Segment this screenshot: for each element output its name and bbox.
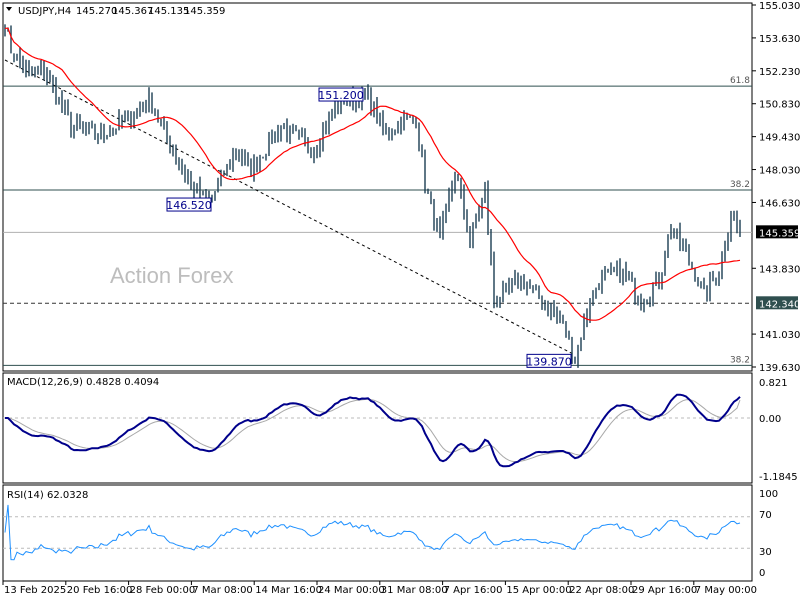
support-price-tag <box>756 296 798 310</box>
symbol-label: USDJPY,H4 <box>18 6 71 17</box>
price-tick-label: 146.630 <box>759 198 800 209</box>
price-tick-label: 155.030 <box>759 1 800 12</box>
price-tick-label: 152.230 <box>759 67 800 78</box>
price-tick-label: 139.630 <box>759 363 800 374</box>
ohlc-open: 145.270 <box>76 6 117 17</box>
price-annotation-box <box>318 87 364 102</box>
rsi-title: RSI(14) 62.0328 <box>7 490 88 501</box>
time-tick-label: 31 Mar 08:00 <box>381 585 448 596</box>
time-tick-label: 13 Feb 2025 <box>4 585 66 596</box>
ohlc-low: 145.135 <box>148 6 189 17</box>
macd-tick-label: -1.1845 <box>759 472 798 483</box>
price-tick-label: 141.030 <box>759 330 800 341</box>
time-tick-label: 14 Mar 16:00 <box>255 585 322 596</box>
time-tick-label: 7 Mar 08:00 <box>192 585 252 596</box>
price-layer: 61.8 38.2 38.2 151.200 146.520 139.870 <box>3 24 752 368</box>
ohlc-close: 145.359 <box>184 6 225 17</box>
macd-panel <box>2 372 753 484</box>
price-tick-label: 143.830 <box>759 264 800 275</box>
price-tick-label: 149.430 <box>759 133 800 144</box>
price-annotation-box <box>166 197 212 212</box>
fib-label: 61.8 <box>730 76 750 86</box>
price-annotation-label: 151.200 <box>318 89 364 102</box>
time-tick-label: 7 Apr 16:00 <box>444 585 503 596</box>
fib-label: 38.2 <box>730 355 750 365</box>
rsi-tick-label: 30 <box>759 547 772 558</box>
rsi-line <box>4 504 741 561</box>
dropdown-triangle-icon[interactable] <box>6 7 12 11</box>
time-tick-label: 28 Feb 00:00 <box>130 585 196 596</box>
macd-title: MACD(12,26,9) 0.4828 0.4094 <box>7 377 159 388</box>
moving-average-line <box>4 27 741 321</box>
price-tick-label: 150.830 <box>759 100 800 111</box>
time-tick-label: 22 Apr 08:00 <box>569 585 634 596</box>
price-tick-label: 148.030 <box>759 166 800 177</box>
rsi-layer <box>3 504 752 561</box>
price-annotation-label: 146.520 <box>166 199 212 212</box>
price-tick-label: 153.630 <box>759 34 800 45</box>
rsi-tick-label: 0 <box>759 568 765 579</box>
time-tick-label: 24 Mar 00:00 <box>318 585 385 596</box>
price-annotation-label: 139.870 <box>526 355 572 368</box>
fib-label: 38.2 <box>730 180 750 190</box>
price-panel <box>2 2 753 372</box>
rsi-tick-label: 70 <box>759 510 772 521</box>
macd-tick-label: 0.821 <box>759 378 788 389</box>
current-price-tag <box>756 225 798 239</box>
watermark: Action Forex <box>110 263 234 288</box>
rsi-panel <box>2 484 753 582</box>
rsi-tick-label: 100 <box>759 489 778 500</box>
macd-line <box>5 393 741 468</box>
ohlc-high: 145.367 <box>112 6 153 17</box>
macd-layer <box>3 393 752 468</box>
trendline <box>4 59 576 356</box>
time-tick-label: 15 Apr 00:00 <box>506 585 571 596</box>
macd-signal-line <box>5 398 741 463</box>
price-annotation-box <box>526 353 572 368</box>
support-price-tag-label: 142.340 <box>759 299 800 310</box>
time-tick-label: 29 Apr 16:00 <box>632 585 697 596</box>
time-tick-label: 20 Feb 16:00 <box>67 585 133 596</box>
macd-tick-label: 0.00 <box>759 414 781 425</box>
current-price-tag-label: 145.359 <box>759 228 800 239</box>
time-tick-label: 7 May 00:00 <box>695 585 757 596</box>
